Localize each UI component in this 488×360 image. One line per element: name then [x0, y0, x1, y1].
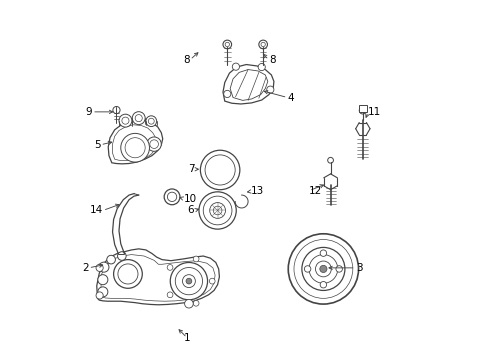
Circle shape	[359, 107, 366, 114]
Text: 4: 4	[287, 93, 294, 103]
Circle shape	[113, 107, 120, 114]
Polygon shape	[97, 249, 219, 305]
Polygon shape	[223, 64, 273, 104]
Text: 12: 12	[308, 186, 322, 196]
Text: 11: 11	[367, 107, 381, 117]
Text: 10: 10	[183, 194, 196, 204]
Circle shape	[170, 262, 207, 300]
Text: 8: 8	[183, 55, 190, 65]
Polygon shape	[108, 119, 163, 164]
Circle shape	[184, 300, 193, 308]
Circle shape	[204, 155, 235, 185]
Circle shape	[117, 252, 126, 260]
Circle shape	[113, 260, 142, 288]
Text: 9: 9	[85, 107, 92, 117]
Text: 6: 6	[187, 206, 194, 216]
Circle shape	[99, 262, 109, 272]
Circle shape	[266, 86, 273, 93]
Circle shape	[167, 292, 173, 298]
Circle shape	[132, 112, 145, 125]
Circle shape	[335, 266, 342, 272]
Text: 14: 14	[89, 206, 102, 216]
Circle shape	[98, 287, 108, 297]
Circle shape	[320, 282, 326, 288]
Text: 3: 3	[355, 263, 362, 273]
Circle shape	[304, 266, 310, 272]
Circle shape	[167, 265, 173, 270]
Circle shape	[193, 301, 199, 306]
Circle shape	[223, 40, 231, 49]
Circle shape	[223, 90, 230, 98]
Circle shape	[287, 234, 358, 304]
Circle shape	[319, 265, 326, 273]
Circle shape	[258, 63, 265, 71]
Circle shape	[185, 278, 191, 284]
Text: 1: 1	[183, 333, 190, 343]
Circle shape	[209, 278, 215, 284]
Circle shape	[164, 189, 180, 205]
Circle shape	[200, 150, 239, 190]
Text: 7: 7	[187, 164, 194, 174]
Circle shape	[193, 256, 199, 262]
Circle shape	[121, 134, 149, 162]
Polygon shape	[358, 105, 366, 112]
Circle shape	[96, 292, 103, 299]
Circle shape	[327, 157, 333, 163]
Text: 2: 2	[81, 263, 88, 273]
Circle shape	[119, 114, 132, 127]
Text: 5: 5	[94, 140, 100, 150]
Text: 8: 8	[268, 55, 275, 65]
Text: 13: 13	[250, 186, 264, 197]
Circle shape	[106, 255, 115, 264]
Circle shape	[199, 192, 236, 229]
Circle shape	[258, 40, 267, 49]
Circle shape	[232, 63, 239, 70]
Circle shape	[147, 137, 161, 151]
Circle shape	[320, 250, 326, 256]
Circle shape	[96, 264, 103, 271]
Circle shape	[98, 275, 108, 285]
Circle shape	[145, 116, 156, 127]
